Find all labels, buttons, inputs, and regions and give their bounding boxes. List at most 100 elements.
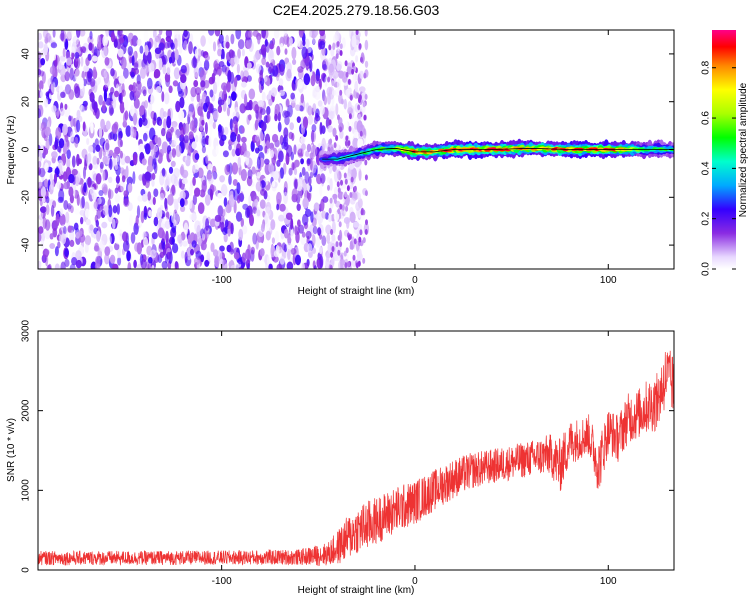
noise-speckle: [86, 138, 90, 145]
noise-speckle: [135, 215, 139, 226]
noise-speckle: [190, 248, 194, 256]
noise-speckle: [85, 57, 90, 67]
noise-speckle: [68, 115, 72, 122]
noise-speckle: [164, 178, 170, 192]
noise-speckle: [191, 117, 198, 129]
noise-speckle: [261, 121, 267, 132]
noise-speckle: [44, 126, 51, 137]
noise-speckle: [45, 32, 51, 43]
noise-speckle: [322, 64, 328, 71]
noise-speckle: [206, 251, 211, 262]
noise-speckle: [358, 43, 362, 50]
noise-speckle: [337, 114, 340, 121]
noise-speckle: [231, 120, 239, 129]
noise-speckle: [147, 191, 152, 201]
noise-speckle: [129, 104, 135, 117]
noise-speckle: [118, 75, 125, 84]
noise-speckle: [285, 98, 290, 108]
noise-speckle: [315, 236, 321, 248]
noise-speckle: [89, 30, 93, 40]
noise-speckle: [97, 77, 101, 84]
noise-speckle: [195, 87, 202, 95]
noise-speckle: [224, 219, 229, 228]
noise-speckle: [329, 197, 333, 204]
noise-speckle: [105, 30, 110, 37]
noise-speckle: [210, 189, 213, 201]
noise-speckle: [97, 204, 104, 211]
noise-speckle: [330, 251, 334, 258]
noise-speckle: [333, 142, 337, 149]
noise-speckle: [310, 211, 314, 223]
noise-speckle: [71, 257, 78, 266]
noise-speckle: [178, 90, 184, 98]
noise-speckle: [101, 183, 108, 193]
noise-speckle: [112, 218, 116, 230]
noise-speckle: [180, 250, 185, 259]
noise-speckle: [71, 168, 78, 176]
noise-speckle: [126, 176, 133, 186]
noise-speckle: [127, 46, 133, 56]
noise-speckle: [248, 88, 256, 100]
noise-speckle: [103, 89, 107, 102]
noise-speckle: [39, 70, 45, 77]
noise-speckle: [244, 93, 248, 107]
noise-speckle: [98, 125, 103, 139]
noise-speckle: [307, 105, 313, 116]
noise-speckle: [358, 248, 362, 260]
noise-speckle: [185, 159, 191, 167]
noise-speckle: [237, 257, 243, 265]
noise-speckle: [350, 243, 354, 250]
noise-speckle: [234, 106, 240, 119]
noise-speckle: [197, 167, 204, 179]
noise-speckle: [151, 265, 155, 269]
noise-speckle: [212, 121, 216, 130]
noise-speckle: [115, 175, 120, 184]
noise-speckle: [122, 240, 130, 252]
noise-speckle: [332, 42, 336, 51]
noise-speckle: [65, 211, 70, 224]
noise-speckle: [335, 103, 339, 116]
noise-speckle: [271, 87, 277, 97]
noise-speckle: [155, 35, 160, 43]
noise-speckle: [302, 197, 309, 209]
noise-speckle: [74, 57, 79, 67]
noise-speckle: [201, 241, 207, 251]
noise-speckle: [177, 34, 181, 48]
noise-speckle: [59, 208, 64, 217]
noise-speckle: [339, 89, 343, 96]
noise-speckle: [288, 131, 294, 140]
noise-speckle: [205, 154, 209, 164]
noise-speckle: [237, 97, 243, 107]
noise-speckle: [336, 63, 342, 71]
noise-speckle: [276, 191, 282, 205]
noise-speckle: [187, 144, 192, 157]
noise-speckle: [350, 167, 357, 180]
noise-speckle: [63, 200, 69, 210]
noise-speckle: [276, 203, 280, 211]
noise-speckle: [149, 62, 155, 73]
noise-speckle: [260, 108, 266, 115]
noise-speckle: [357, 104, 361, 111]
noise-speckle: [199, 69, 206, 83]
noise-speckle: [51, 113, 55, 124]
noise-speckle: [173, 67, 180, 80]
noise-speckle: [311, 234, 316, 247]
noise-speckle: [99, 240, 105, 252]
noise-speckle: [179, 96, 185, 109]
noise-speckle: [286, 261, 294, 269]
noise-speckle: [343, 172, 347, 179]
noise-speckle: [158, 78, 162, 87]
noise-speckle: [255, 63, 262, 74]
signal-center-line: [322, 147, 674, 160]
noise-speckle: [339, 241, 343, 247]
noise-speckle: [114, 163, 119, 171]
noise-speckle: [143, 143, 151, 150]
noise-speckle: [205, 218, 210, 231]
noise-speckle: [95, 173, 102, 185]
noise-speckle: [306, 143, 311, 153]
noise-speckle: [259, 248, 265, 257]
noise-speckle: [339, 50, 343, 56]
noise-speckle: [203, 102, 208, 113]
noise-speckle: [339, 126, 343, 133]
noise-speckle: [335, 135, 339, 141]
